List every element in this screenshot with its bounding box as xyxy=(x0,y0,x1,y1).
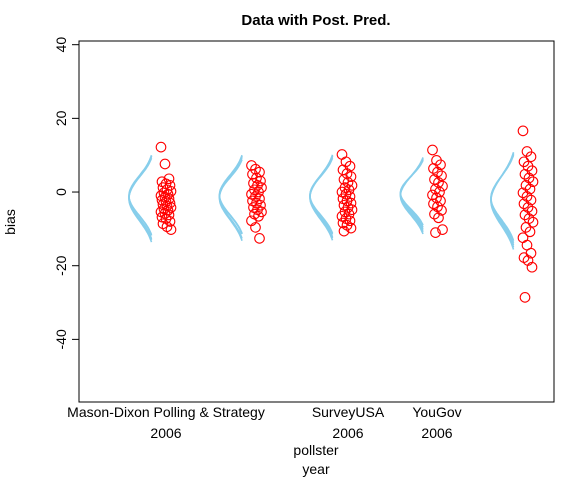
data-point xyxy=(432,201,443,213)
data-point xyxy=(519,292,531,303)
predictive-density-curve xyxy=(128,155,153,241)
data-point xyxy=(524,226,536,238)
pollster-group xyxy=(218,154,267,244)
predictive-density-curve xyxy=(218,155,243,235)
plot-frame xyxy=(78,40,555,403)
predictive-density-curve xyxy=(490,154,515,244)
pollster-group xyxy=(128,141,177,243)
data-point xyxy=(165,185,177,197)
x-axis-category-labels: Mason-Dixon Polling & Strategy 2006 Survey… xyxy=(67,404,461,441)
y-tick-label: -20 xyxy=(53,255,69,275)
data-point xyxy=(254,166,265,178)
x-category-label: Mason-Dixon Polling & Strategy xyxy=(67,404,265,420)
x-category-label: SurveyUSA xyxy=(312,404,385,420)
x-category-year: 2006 xyxy=(150,425,181,441)
x-category-year: 2006 xyxy=(332,425,363,441)
data-point xyxy=(522,202,534,213)
data-point xyxy=(517,125,529,137)
y-tick-label: -40 xyxy=(53,329,69,349)
predictive-density-curve xyxy=(128,155,153,236)
y-axis: -40 -20 0 20 40 xyxy=(53,37,80,349)
data-point xyxy=(523,172,535,184)
data-point xyxy=(519,168,531,180)
data-point xyxy=(159,158,171,170)
y-axis-label: bias xyxy=(2,209,18,235)
data-point xyxy=(521,191,533,202)
data-point xyxy=(437,180,448,192)
data-point xyxy=(517,232,529,244)
plot-area xyxy=(128,125,539,303)
data-point xyxy=(162,205,174,216)
data-point xyxy=(247,168,258,180)
data-point xyxy=(336,149,348,160)
predictive-density-curve xyxy=(309,157,334,234)
data-point xyxy=(520,180,532,191)
data-point xyxy=(345,171,357,182)
data-point xyxy=(429,208,440,220)
x-category-label: YouGov xyxy=(412,404,461,420)
pollster-group xyxy=(399,144,448,238)
data-point xyxy=(165,202,177,213)
data-point xyxy=(165,224,177,235)
data-point xyxy=(345,222,357,234)
data-point xyxy=(434,186,445,198)
x-axis-label-year: year xyxy=(302,461,330,477)
data-point xyxy=(164,216,176,227)
data-point xyxy=(250,222,261,233)
data-point xyxy=(525,151,537,163)
data-point xyxy=(433,212,444,224)
data-point xyxy=(518,198,530,210)
predictive-density-curve xyxy=(490,152,515,248)
data-point xyxy=(519,209,531,221)
predictive-density-curve xyxy=(309,155,334,239)
data-point xyxy=(338,225,350,237)
predictive-density-curve xyxy=(399,157,424,235)
data-point xyxy=(246,160,257,171)
predictive-density-curve xyxy=(218,159,243,234)
predictive-density-curve xyxy=(309,155,334,238)
chart-title: Data with Post. Pred. xyxy=(241,12,390,29)
pollster-group xyxy=(490,125,539,303)
predictive-density-curve xyxy=(309,156,334,235)
data-point xyxy=(163,173,175,185)
x-axis-label: pollster xyxy=(293,442,338,458)
data-point xyxy=(437,224,448,235)
data-point xyxy=(432,166,443,178)
data-point xyxy=(430,227,441,238)
predictive-density-curve xyxy=(218,157,243,235)
data-point xyxy=(428,163,439,174)
y-tick-label: 0 xyxy=(53,188,69,196)
data-point xyxy=(254,233,265,244)
data-point xyxy=(526,165,538,177)
data-point xyxy=(527,216,539,228)
data-point xyxy=(163,209,175,221)
y-tick-label: 20 xyxy=(53,110,69,126)
data-point xyxy=(164,197,176,209)
pollster-group xyxy=(309,149,358,241)
predictive-density-curve xyxy=(128,157,153,236)
data-point xyxy=(427,144,438,156)
y-tick-label: 40 xyxy=(53,37,69,53)
data-point xyxy=(155,141,167,153)
data-point xyxy=(517,187,529,199)
data-point xyxy=(526,261,538,273)
x-category-year: 2006 xyxy=(421,425,452,441)
